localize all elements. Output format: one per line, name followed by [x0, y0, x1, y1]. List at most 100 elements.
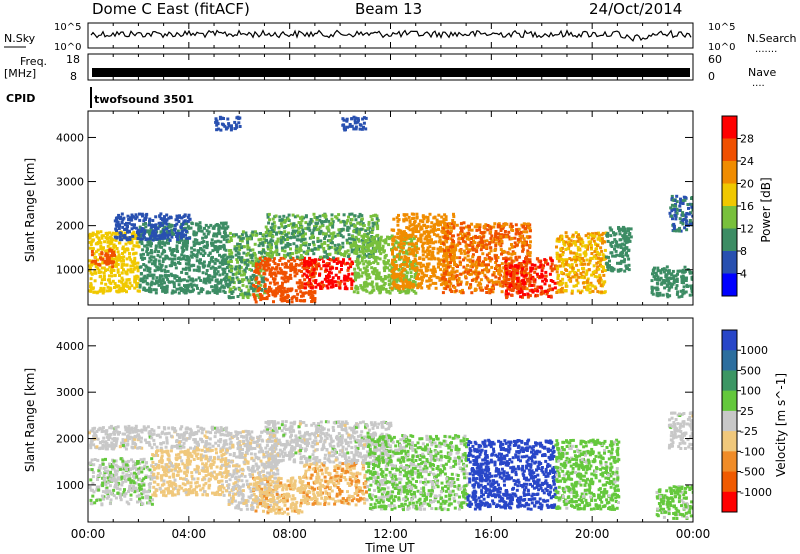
data-cell: [158, 238, 161, 242]
data-cell: [191, 253, 195, 256]
data-cell: [499, 269, 503, 273]
data-cell: [198, 221, 202, 225]
data-cell: [404, 291, 408, 295]
data-cell: [185, 262, 189, 266]
data-cell: [112, 245, 116, 249]
data-cell: [624, 253, 628, 257]
data-cell: [346, 249, 350, 253]
data-cell: [148, 217, 152, 221]
data-cell: [238, 269, 242, 273]
data-cell: [286, 217, 290, 221]
data-cell: [372, 247, 376, 251]
data-cell: [623, 239, 627, 243]
data-cell: [362, 236, 365, 240]
data-cell: [207, 225, 211, 229]
data-cell: [488, 259, 492, 263]
data-cell: [598, 276, 602, 280]
data-cell: [582, 259, 586, 263]
data-cell: [408, 220, 412, 224]
data-cell: [275, 287, 279, 291]
data-cell: [459, 282, 463, 286]
data-cell: [443, 236, 447, 240]
data-cell: [679, 289, 683, 293]
data-cell: [108, 286, 112, 290]
data-cell: [134, 226, 138, 230]
data-cell: [491, 290, 495, 294]
data-cell: [448, 222, 451, 226]
data-cell: [499, 284, 503, 288]
beam-label: Beam 13: [355, 0, 422, 18]
data-cell: [231, 255, 235, 259]
data-cell: [501, 281, 505, 284]
data-cell: [299, 216, 302, 220]
data-cell: [429, 268, 433, 272]
data-cell: [295, 296, 299, 300]
data-cell: [491, 284, 495, 288]
data-cell: [509, 237, 513, 241]
data-cell: [188, 290, 192, 294]
data-cell: [619, 238, 623, 242]
data-cell: [315, 222, 319, 225]
data-cell: [355, 245, 359, 249]
data-cell: [333, 243, 337, 247]
data-cell: [362, 266, 366, 270]
data-cell: [110, 233, 114, 237]
data-cell: [451, 243, 455, 247]
data-cell: [180, 278, 184, 282]
data-cell: [447, 248, 451, 252]
data-cell: [629, 227, 633, 231]
data-cell: [357, 232, 361, 236]
data-cell: [154, 244, 158, 248]
data-cell: [245, 263, 249, 267]
data-cell: [364, 245, 368, 249]
data-cell: [544, 270, 548, 274]
data-cell: [393, 263, 397, 267]
data-cell: [413, 257, 417, 261]
data-cell: [581, 257, 585, 260]
data-cell: [390, 286, 394, 290]
data-cell: [455, 269, 459, 273]
data-cell: [104, 249, 108, 253]
data-cell: [411, 217, 415, 220]
data-cell: [323, 213, 327, 217]
data-cell: [121, 247, 125, 251]
data-cell: [186, 215, 190, 219]
data-cell: [157, 241, 161, 245]
data-cell: [528, 244, 532, 248]
data-cell: [141, 280, 145, 284]
data-cell: [133, 280, 137, 284]
data-cell: [410, 223, 414, 227]
data-cell: [264, 257, 267, 261]
data-cell: [100, 236, 104, 240]
data-cell: [445, 259, 449, 263]
data-cell: [286, 253, 290, 257]
data-cell: [298, 256, 302, 260]
data-cell: [507, 272, 511, 275]
data-cell: [393, 276, 397, 280]
data-cell: [245, 234, 249, 238]
data-cell: [341, 227, 345, 231]
data-cell: [290, 300, 294, 304]
data-cell: [595, 247, 598, 251]
data-cell: [96, 231, 100, 235]
data-cell: [522, 274, 526, 278]
data-cell: [203, 244, 207, 248]
data-cell: [100, 281, 104, 285]
data-cell: [512, 252, 516, 255]
data-cell: [222, 245, 226, 249]
data-cell: [318, 273, 321, 277]
data-cell: [390, 234, 394, 238]
data-cell: [215, 285, 219, 289]
data-cell: [284, 263, 288, 267]
data-cell: [467, 232, 471, 235]
data-cell: [468, 258, 472, 262]
data-cell: [481, 252, 485, 256]
data-cell: [438, 246, 442, 249]
data-cell: [567, 244, 571, 248]
data-cell: [89, 287, 93, 291]
data-cell: [431, 241, 435, 245]
data-cell: [262, 249, 266, 253]
data-cell: [136, 261, 140, 265]
data-cell: [564, 281, 568, 285]
data-cell: [323, 250, 327, 254]
